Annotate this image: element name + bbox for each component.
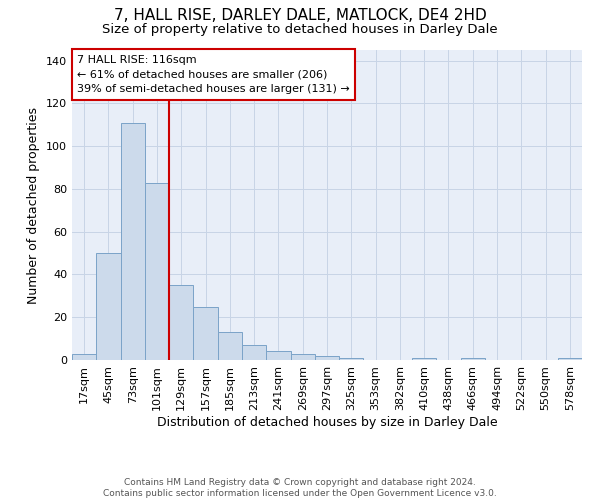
Text: 7 HALL RISE: 116sqm
← 61% of detached houses are smaller (206)
39% of semi-detac: 7 HALL RISE: 116sqm ← 61% of detached ho…	[77, 54, 350, 94]
Y-axis label: Number of detached properties: Number of detached properties	[28, 106, 40, 304]
Text: Contains HM Land Registry data © Crown copyright and database right 2024.
Contai: Contains HM Land Registry data © Crown c…	[103, 478, 497, 498]
Text: Size of property relative to detached houses in Darley Dale: Size of property relative to detached ho…	[102, 22, 498, 36]
X-axis label: Distribution of detached houses by size in Darley Dale: Distribution of detached houses by size …	[157, 416, 497, 428]
Bar	[121, 122, 145, 360]
Bar	[242, 345, 266, 360]
Bar	[72, 354, 96, 360]
Bar	[412, 358, 436, 360]
Bar	[461, 358, 485, 360]
Bar	[558, 358, 582, 360]
Bar	[339, 358, 364, 360]
Bar	[315, 356, 339, 360]
Bar	[290, 354, 315, 360]
Bar	[218, 332, 242, 360]
Text: 7, HALL RISE, DARLEY DALE, MATLOCK, DE4 2HD: 7, HALL RISE, DARLEY DALE, MATLOCK, DE4 …	[113, 8, 487, 22]
Bar	[96, 253, 121, 360]
Bar	[145, 182, 169, 360]
Bar	[266, 352, 290, 360]
Bar	[169, 285, 193, 360]
Bar	[193, 306, 218, 360]
